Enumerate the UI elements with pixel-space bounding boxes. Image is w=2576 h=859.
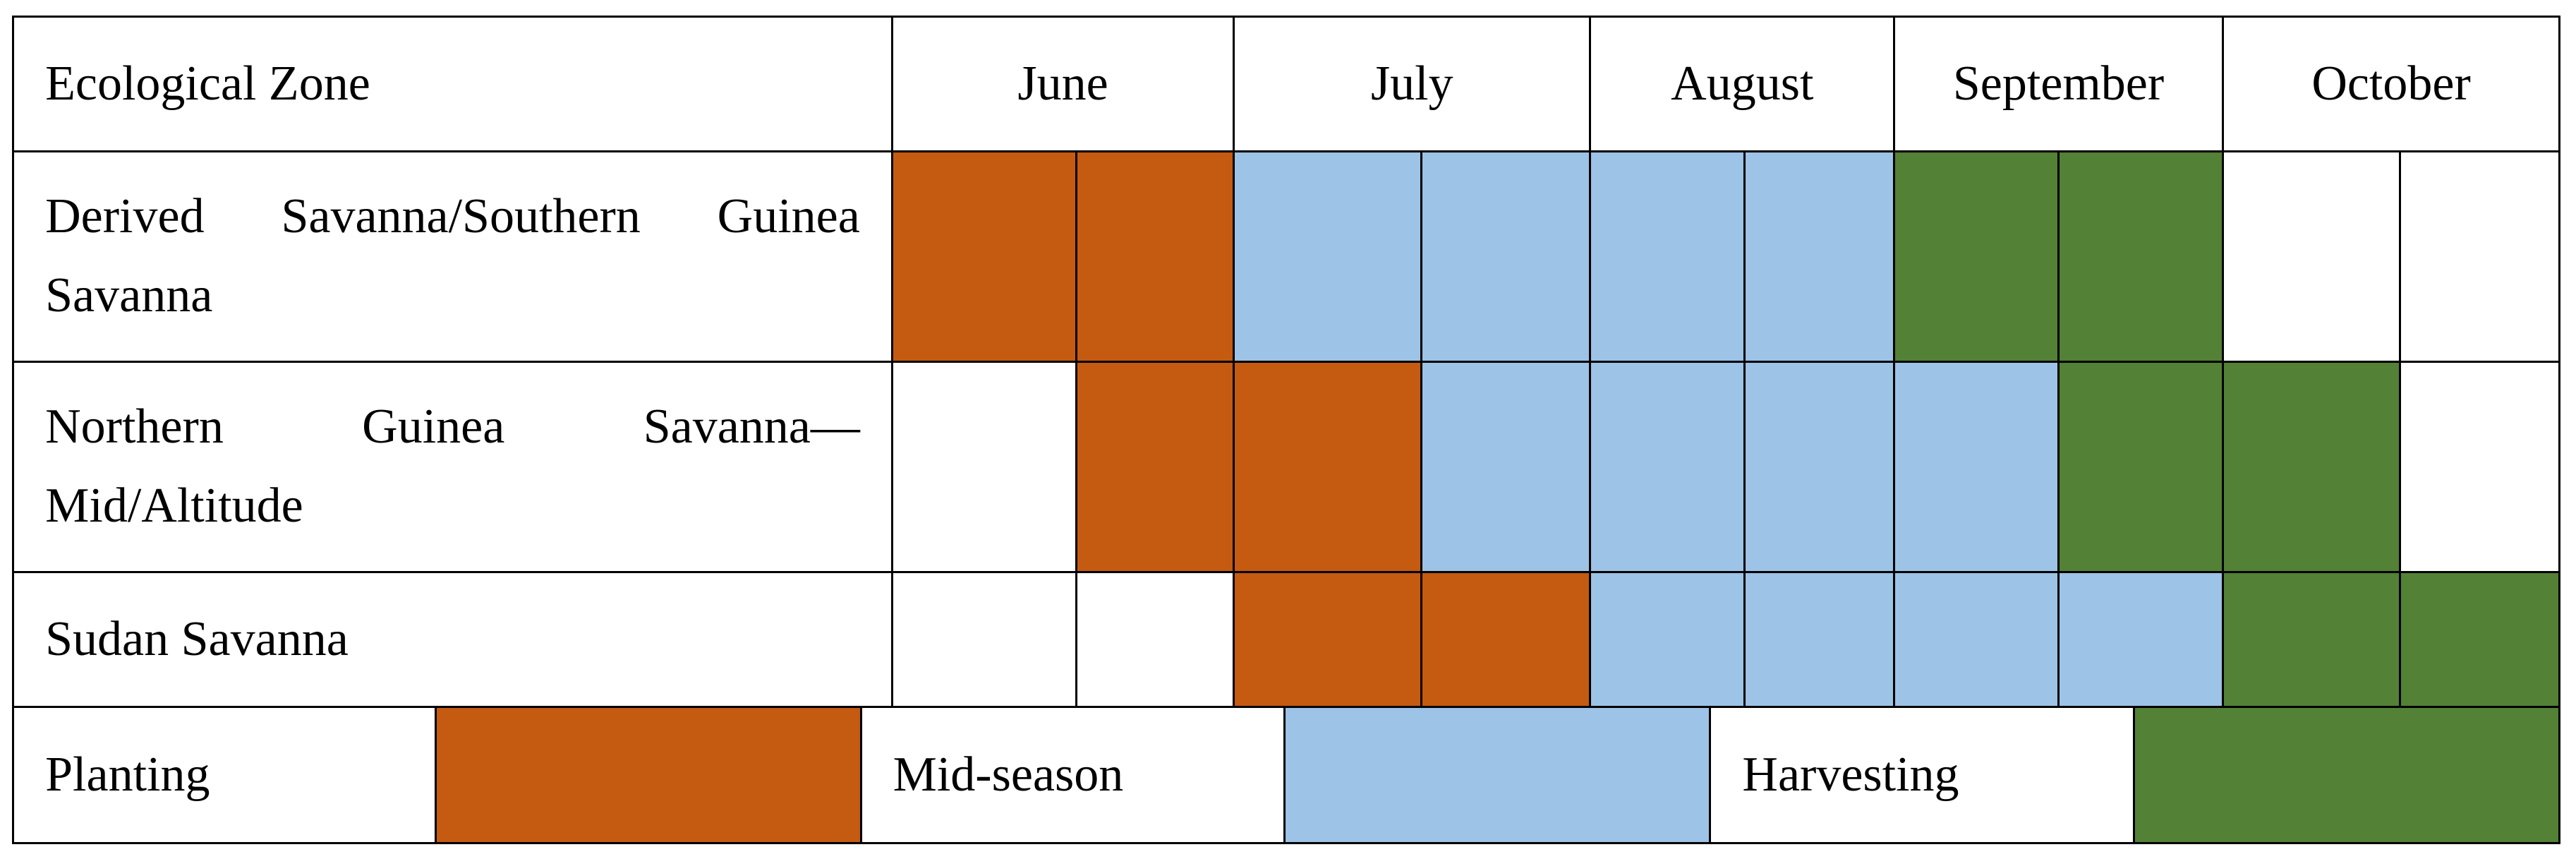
phase-cell	[1075, 570, 1235, 708]
phase-cell	[2057, 150, 2224, 363]
cell-text: Mid-season	[893, 747, 1124, 802]
month-header: September	[1893, 15, 2224, 152]
month-header: June	[890, 15, 1235, 152]
cell-text: July	[1370, 56, 1453, 111]
phase-cell	[2057, 360, 2224, 573]
cell-text: Derived Savanna/Southern Guinea Savanna	[45, 189, 860, 323]
legend-label: Planting	[12, 705, 437, 844]
cell-text: August	[1671, 56, 1814, 111]
phase-cell	[1420, 360, 1592, 573]
cell-text: Northern Guinea Savanna—Mid/Altitude	[45, 400, 860, 534]
phase-cell	[1233, 150, 1422, 363]
legend-swatch	[2133, 705, 2561, 844]
cell-text: Planting	[45, 747, 210, 802]
month-header: October	[2221, 15, 2561, 152]
cell-text: Harvesting	[1742, 747, 1959, 802]
phase-cell	[1893, 570, 2060, 708]
cell-text: Ecological Zone	[45, 56, 370, 111]
phase-cell	[2399, 570, 2561, 708]
phase-cell	[1589, 360, 1746, 573]
phase-cell	[1233, 570, 1422, 708]
phase-cell	[1075, 360, 1235, 573]
header-zone: Ecological Zone	[12, 15, 893, 152]
phase-cell	[1420, 570, 1592, 708]
phase-cell	[1420, 150, 1592, 363]
month-header: August	[1589, 15, 1896, 152]
phase-cell	[890, 360, 1077, 573]
phase-cell	[1589, 150, 1746, 363]
month-header: July	[1233, 15, 1592, 152]
phase-cell	[2399, 360, 2561, 573]
legend-swatch	[434, 705, 862, 844]
phase-cell	[2221, 150, 2402, 363]
phase-cell	[2221, 570, 2402, 708]
legend-label: Mid-season	[859, 705, 1286, 844]
phase-cell	[1589, 570, 1746, 708]
phase-cell	[1893, 360, 2060, 573]
cell-text: October	[2311, 56, 2471, 111]
phase-cell	[2057, 570, 2224, 708]
phase-cell	[1743, 570, 1896, 708]
zone-name: Derived Savanna/Southern Guinea Savanna	[12, 150, 893, 363]
cell-text: Sudan Savanna	[45, 611, 349, 666]
phase-cell	[1743, 360, 1896, 573]
phase-cell	[890, 570, 1077, 708]
cell-text: June	[1017, 56, 1108, 111]
phase-cell	[1233, 360, 1422, 573]
zone-name: Northern Guinea Savanna—Mid/Altitude	[12, 360, 893, 573]
phase-cell	[1743, 150, 1896, 363]
legend-label: Harvesting	[1709, 705, 2136, 844]
phase-cell	[890, 150, 1077, 363]
legend-swatch	[1283, 705, 1712, 844]
phase-cell	[1893, 150, 2060, 363]
phase-cell	[2221, 360, 2402, 573]
phase-cell	[2399, 150, 2561, 363]
cell-text: September	[1952, 56, 2165, 111]
zone-name: Sudan Savanna	[12, 570, 893, 708]
phase-cell	[1075, 150, 1235, 363]
